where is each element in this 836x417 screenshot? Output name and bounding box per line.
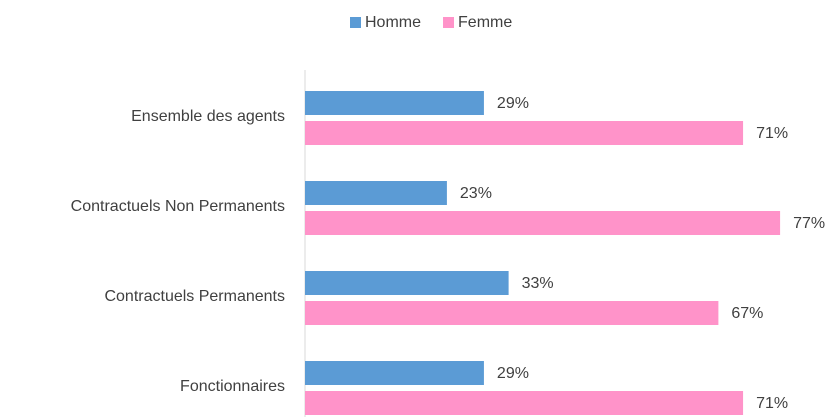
data-label: 33% xyxy=(522,275,554,292)
data-label: 29% xyxy=(497,365,529,382)
category-label: Fonctionnaires xyxy=(180,378,285,395)
data-label: 23% xyxy=(460,185,492,202)
data-label: 29% xyxy=(497,95,529,112)
legend-label: Homme xyxy=(365,14,421,31)
bar xyxy=(305,361,484,385)
data-label: 67% xyxy=(731,305,763,322)
bar xyxy=(305,121,744,145)
data-label: 71% xyxy=(756,125,788,142)
bar xyxy=(305,301,719,325)
category-label: Ensemble des agents xyxy=(131,108,285,125)
legend-swatch xyxy=(443,17,455,28)
bar xyxy=(305,391,744,415)
bar xyxy=(305,91,484,115)
bar xyxy=(305,271,509,295)
category-label: Contractuels Permanents xyxy=(104,288,285,305)
category-label: Contractuels Non Permanents xyxy=(71,198,285,215)
bar xyxy=(305,181,447,205)
bar xyxy=(305,211,781,235)
data-label: 71% xyxy=(756,395,788,412)
legend-swatch xyxy=(350,17,361,28)
legend-label: Femme xyxy=(458,14,512,31)
data-label: 77% xyxy=(793,215,825,232)
